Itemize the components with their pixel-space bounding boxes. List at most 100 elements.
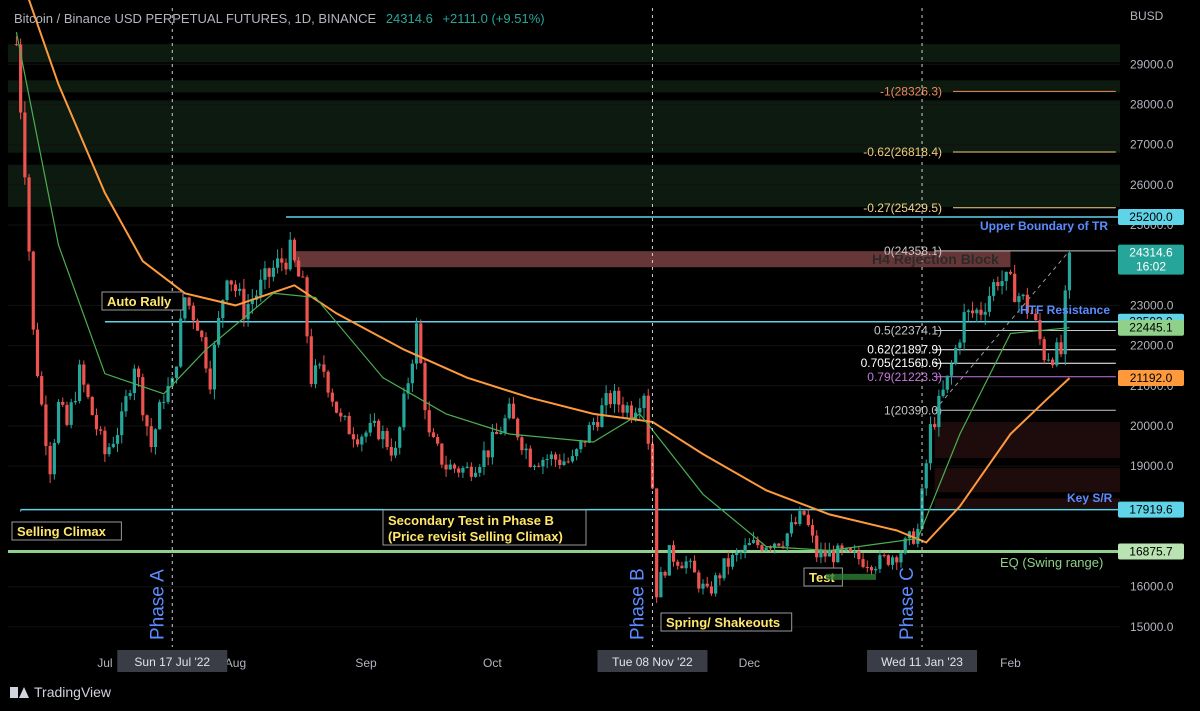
candle xyxy=(495,431,499,435)
supply-zone xyxy=(8,44,1120,63)
candle xyxy=(56,401,61,443)
candle xyxy=(318,364,322,366)
candle xyxy=(650,443,655,489)
candle xyxy=(722,558,726,579)
candle xyxy=(617,390,621,405)
candle xyxy=(309,336,313,385)
candle xyxy=(233,284,238,291)
price-axis: BUSD29000.028000.027000.026000.025000.02… xyxy=(1118,9,1184,634)
secondary-test-label: Secondary Test in Phase B(Price revisit … xyxy=(382,509,587,546)
logo-text: TradingView xyxy=(34,684,112,700)
candle xyxy=(966,310,970,313)
candle xyxy=(798,511,802,524)
candle xyxy=(532,465,537,467)
candle xyxy=(726,558,730,567)
chart-header: Bitcoin / Binance USD PERPETUAL FUTURES,… xyxy=(14,11,545,26)
candle xyxy=(903,538,907,554)
candle xyxy=(452,464,457,469)
candle xyxy=(933,424,937,428)
candle xyxy=(537,465,541,467)
candle xyxy=(73,401,77,403)
price-tick: 15000.0 xyxy=(1130,620,1174,634)
candle xyxy=(242,288,246,320)
candle xyxy=(149,426,153,448)
candle xyxy=(461,467,465,473)
annotation-box xyxy=(101,291,184,311)
candle xyxy=(347,415,351,435)
candle xyxy=(992,282,996,296)
annotation-text: (Price revisit Selling Climax) xyxy=(388,529,563,544)
price-tag-value: 16875.7 xyxy=(1129,545,1173,559)
fib-label: -0.27(25429.5) xyxy=(863,201,942,215)
candle xyxy=(1013,273,1017,303)
candle xyxy=(638,408,642,413)
candle xyxy=(414,323,419,364)
candle xyxy=(962,312,966,343)
candle xyxy=(1017,296,1021,303)
candle xyxy=(958,342,962,348)
candle xyxy=(709,586,714,594)
candle xyxy=(996,282,1000,287)
candle xyxy=(979,309,983,315)
candle xyxy=(1004,271,1008,282)
levels xyxy=(8,216,1120,554)
candle xyxy=(360,436,364,445)
tradingview-logo[interactable]: TradingView xyxy=(10,684,111,700)
candle xyxy=(115,435,120,444)
candle xyxy=(356,439,360,445)
candle xyxy=(292,239,297,261)
price-tag-value: 17919.6 xyxy=(1129,503,1173,517)
candle xyxy=(128,393,132,397)
candle xyxy=(183,297,187,319)
price-tick: 29000.0 xyxy=(1130,57,1174,71)
annotation-text: Selling Climax xyxy=(17,524,107,539)
candle xyxy=(284,262,288,270)
fib-label: 0(24358.1) xyxy=(884,244,942,258)
candle xyxy=(895,557,899,563)
candle xyxy=(899,553,903,563)
price-tag xyxy=(1118,370,1184,387)
candle xyxy=(844,548,848,550)
candle xyxy=(225,280,229,301)
price-tag-value: 21192.0 xyxy=(1130,371,1173,385)
candle xyxy=(132,368,136,394)
candle xyxy=(954,347,958,364)
candle xyxy=(629,405,633,420)
candle xyxy=(372,420,377,423)
moving-averages xyxy=(15,0,1071,552)
candle xyxy=(575,449,579,457)
candle xyxy=(928,424,933,464)
candle xyxy=(322,364,326,372)
price-change: +2111.0 (+9.51%) xyxy=(442,11,545,26)
candle xyxy=(14,44,19,46)
candle xyxy=(1000,281,1004,287)
candle xyxy=(1021,294,1025,297)
candle xyxy=(179,318,183,367)
annotations: H4 Rejection Block Upper Boundary of TR HT… xyxy=(11,219,1113,640)
candle xyxy=(739,552,743,554)
candle xyxy=(94,415,99,430)
candle xyxy=(86,384,90,397)
candle xyxy=(187,297,191,306)
candle xyxy=(35,329,40,377)
fib-label: -1(28326.3) xyxy=(880,84,942,98)
price-tick: 19000.0 xyxy=(1130,459,1174,473)
date-flag xyxy=(867,650,978,672)
candle xyxy=(351,434,355,440)
time-axis: Jul Aug Sep Oct Dec Feb Sun 17 Jul '22 Tue 08 N… xyxy=(97,650,1021,672)
candle xyxy=(701,583,705,589)
candle xyxy=(1034,313,1038,321)
candle xyxy=(334,401,339,413)
candle xyxy=(221,300,225,318)
candle xyxy=(684,561,688,569)
candle xyxy=(789,522,794,534)
phase-label: Phase A xyxy=(147,569,168,640)
candle xyxy=(878,555,882,569)
time-tick: Aug xyxy=(225,656,246,670)
candle xyxy=(890,557,895,565)
candle xyxy=(570,456,575,462)
candle xyxy=(141,377,145,416)
candle xyxy=(191,305,195,321)
candle xyxy=(916,528,920,544)
